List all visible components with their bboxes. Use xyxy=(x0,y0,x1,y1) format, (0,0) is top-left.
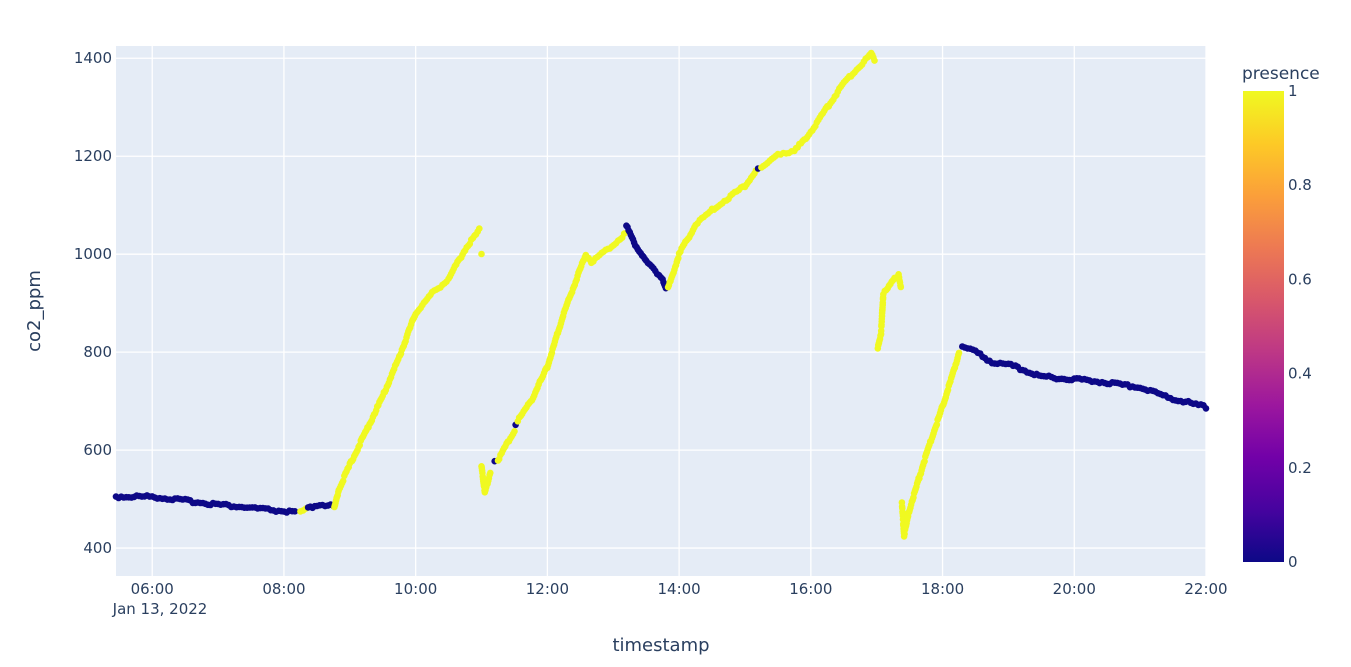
data-point xyxy=(511,428,518,435)
colorbar-tick-labels: 0 0.2 0.4 0.6 0.8 1 xyxy=(1288,82,1312,571)
data-point xyxy=(955,349,963,357)
data-points xyxy=(112,49,1210,540)
y-tick-label: 1200 xyxy=(74,147,112,165)
y-tick-label: 800 xyxy=(83,343,112,361)
y-tick-label: 600 xyxy=(83,441,112,459)
y-tick-label: 400 xyxy=(83,539,112,557)
x-tick-labels: 06:00 08:00 10:00 12:00 14:00 16:00 18:00 20:00… xyxy=(131,580,1228,598)
x-tick-label: 20:00 xyxy=(1053,580,1096,598)
y-axis-title: co2_ppm xyxy=(24,270,45,352)
data-point xyxy=(339,477,347,485)
data-point xyxy=(291,508,299,515)
data-point xyxy=(871,57,878,64)
x-tick-label: 08:00 xyxy=(262,580,305,598)
colorbar-tick-label: 1 xyxy=(1288,82,1298,100)
x-tick-label: 10:00 xyxy=(394,580,437,598)
x-tick-label: 22:00 xyxy=(1184,580,1227,598)
x-tick-label: 18:00 xyxy=(921,580,964,598)
plot-background xyxy=(116,46,1206,576)
colorbar-tick-label: 0.8 xyxy=(1288,176,1312,194)
data-point xyxy=(487,469,494,477)
y-tick-label: 1000 xyxy=(74,245,112,263)
data-point xyxy=(1202,405,1210,412)
colorbar-tick-label: 0 xyxy=(1288,553,1298,571)
colorbar-tick-label: 0.2 xyxy=(1288,459,1312,477)
colorbar-tick-label: 0.4 xyxy=(1288,365,1312,383)
x-axis-title: timestamp xyxy=(612,635,709,656)
data-point xyxy=(476,225,483,232)
data-point xyxy=(933,421,941,428)
data-point xyxy=(897,283,905,291)
colorbar-tick-label: 0.6 xyxy=(1288,270,1312,288)
data-point xyxy=(478,250,485,258)
y-tick-label: 1400 xyxy=(74,49,112,67)
colorbar xyxy=(1243,91,1284,562)
x-tick-label: 12:00 xyxy=(526,580,569,598)
colorbar-title: presence xyxy=(1242,64,1320,84)
x-tick-label: 06:00 xyxy=(131,580,174,598)
y-tick-labels: 400 600 800 1000 1200 1400 xyxy=(74,49,112,557)
x-tick-label: 16:00 xyxy=(789,580,832,598)
x-date-label: Jan 13, 2022 xyxy=(112,600,208,618)
x-tick-label: 14:00 xyxy=(657,580,700,598)
